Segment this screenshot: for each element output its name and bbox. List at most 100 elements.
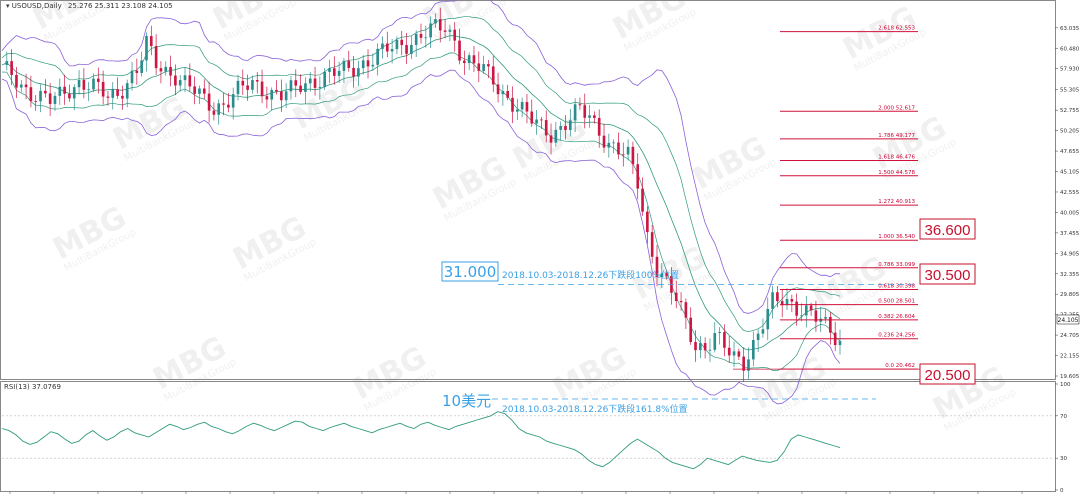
price-tick-label: 60.480 [1060,46,1080,52]
candle-body [472,55,476,64]
candle-body [429,23,432,38]
candle-body [15,74,18,88]
box-36600-frame [919,218,976,240]
candle-body [424,37,428,39]
candle-body [284,91,288,101]
candle-body [198,88,201,94]
candle-body [318,86,322,88]
fib-level-label: 0.500 28.501 [878,299,915,305]
candle-body [24,84,28,88]
rsi-tick-label: 100 [1060,382,1071,388]
candle-body [34,101,38,102]
candle-body [621,154,625,156]
candle-body [323,71,326,87]
candle-body [149,36,153,47]
fib-level-label: 2.000 52.617 [878,105,915,111]
candle-body [169,66,172,76]
candle-body [453,29,457,41]
fib-level-label: 0.618 30.398 [878,283,915,289]
bollinger-upper-band [1,0,841,314]
candle-body [540,119,543,121]
candle-body [737,351,741,357]
candle-body [5,61,9,65]
candle-body [53,95,57,104]
candle-body [44,90,47,94]
candle-body [140,60,143,73]
candle-body [723,332,726,348]
candle-body [347,60,351,68]
candle-body [751,340,755,360]
rsi-line [1,411,841,470]
candle-body [617,142,620,155]
candle-body [381,43,384,49]
rsi-tick-label: 70 [1060,414,1067,420]
fib-level-label: 0.786 33.099 [878,262,915,268]
candle-body [525,102,529,112]
candle-body [655,256,659,278]
candle-body [448,29,452,32]
candle-body [506,90,510,98]
candle-body [477,63,481,71]
candle-body [491,66,495,85]
candle-body [154,46,158,69]
candle-body [496,84,500,95]
candle-body [756,333,760,341]
candle-body [564,125,567,131]
candle-body [530,111,534,124]
candle-body [467,55,471,64]
price-tick-label: 22.155 [1060,354,1080,360]
label-10usd: 10美元 [442,392,491,410]
candle-body [776,292,779,302]
candle-body [217,103,221,115]
candle-body [29,87,33,102]
fib-level-label: 2.618 62.553 [878,26,915,32]
ohlc-values: 25.276 25.311 23.108 24.105 [68,2,173,10]
candle-body [385,43,389,52]
box-20500-frame [919,363,976,385]
candle-body [48,93,52,104]
candle-body [501,90,505,95]
candle-body [679,300,683,303]
candle-body [742,356,745,371]
fib-level-label: 1.272 40.913 [878,199,915,205]
candle-body [111,89,115,98]
candle-body [511,97,514,112]
candle-body [699,343,702,351]
last-price-tag [1056,314,1080,325]
fibonacci-levels: 2.618 62.553 2.000 52.617 1.786 49.177 1.61… [498,26,920,370]
candle-body [207,93,211,111]
box-30500-label: 30.500 [925,267,971,284]
price-tick-label: 29.805 [1060,292,1080,298]
candle-body [747,359,750,371]
candle-body [270,89,274,100]
rsi-series [1,411,841,470]
rsi-tick-label: 30 [1060,456,1067,462]
rsi-axis: 100 70 30 0 [2,382,1071,494]
candle-body [68,93,71,99]
candle-body [520,102,524,110]
candle-body [289,80,293,92]
candle-body [260,81,264,97]
candle-body [544,120,548,136]
box-30500-frame [919,263,976,285]
candle-body [19,84,23,88]
candle-body [588,115,591,118]
price-tick-label: 63.035 [1060,26,1080,32]
candle-body [641,188,644,212]
candle-body [718,332,721,334]
price-tick-label: 42.555 [1060,190,1080,196]
candle-body [332,68,336,76]
candle-body [771,292,774,309]
candle-body [202,88,206,94]
candle-body [703,343,707,351]
symbol-label: USOUSD,Daily [12,2,62,10]
candle-body [77,80,81,88]
candle-body [164,66,168,72]
candle-body [222,103,225,105]
